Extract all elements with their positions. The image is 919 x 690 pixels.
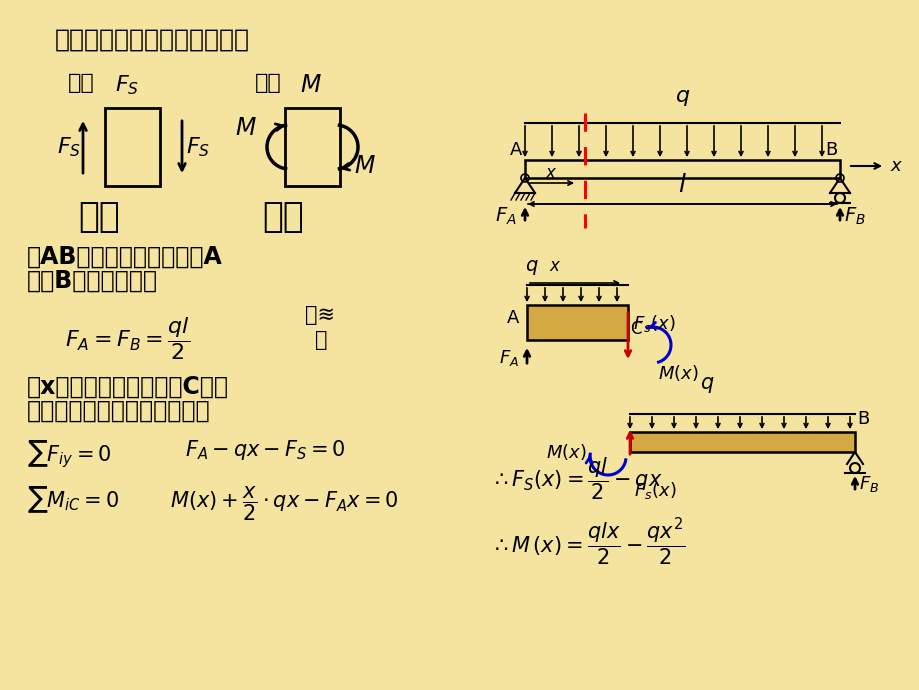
Text: $F_s(x)$: $F_s(x)$	[633, 480, 675, 501]
Text: $x$: $x$	[544, 164, 557, 182]
Text: （≋: （≋	[305, 305, 335, 325]
Text: $M(x) + \dfrac{x}{2} \cdot qx - F_A x = 0$: $M(x) + \dfrac{x}{2} \cdot qx - F_A x = …	[170, 484, 398, 522]
Bar	[630, 432, 854, 452]
Text: A: A	[506, 309, 518, 327]
Text: $M(x)$: $M(x)$	[657, 363, 698, 383]
Text: 剪力: 剪力	[68, 73, 95, 93]
Text: ）: ）	[314, 330, 327, 350]
Text: $F_B$: $F_B$	[843, 206, 865, 226]
Text: $F_A$: $F_A$	[494, 206, 516, 226]
Text: $F_A = F_B = \dfrac{ql}{2}$: $F_A = F_B = \dfrac{ql}{2}$	[65, 315, 190, 362]
Text: $F_s(x)$: $F_s(x)$	[632, 313, 675, 334]
Text: $F_B$: $F_B$	[858, 474, 879, 494]
Text: $x$: $x$	[889, 157, 902, 175]
Text: 处和B处的约束力：: 处和B处的约束力：	[27, 269, 158, 293]
Text: 梁横截面上的内力符号规定：: 梁横截面上的内力符号规定：	[55, 28, 250, 52]
Text: $l$: $l$	[677, 173, 686, 197]
Text: $M(x)$: $M(x)$	[545, 442, 586, 462]
Text: 面形心，取左半段为分离体：: 面形心，取左半段为分离体：	[27, 399, 210, 423]
Text: B: B	[824, 141, 836, 159]
Text: B: B	[857, 410, 868, 428]
Text: $F_S$: $F_S$	[186, 135, 210, 159]
Text: 以AB梁整体为对象，可求A: 以AB梁整体为对象，可求A	[27, 245, 222, 269]
Text: 为正: 为正	[262, 200, 303, 234]
Text: $q$: $q$	[699, 375, 714, 395]
Text: $\therefore F_S(x) = \dfrac{ql}{2} - qx$: $\therefore F_S(x) = \dfrac{ql}{2} - qx$	[490, 455, 662, 502]
Text: $M$: $M$	[300, 73, 322, 97]
Text: $F_S$: $F_S$	[57, 135, 81, 159]
Bar	[527, 305, 628, 340]
Text: $F_A$: $F_A$	[498, 348, 518, 368]
Bar	[285, 108, 340, 186]
Text: $x$: $x$	[549, 257, 561, 275]
Bar	[105, 108, 160, 186]
Text: 弯矩: 弯矩	[255, 73, 281, 93]
Text: $q$: $q$	[675, 88, 689, 108]
Text: A: A	[509, 141, 522, 159]
Text: $M$: $M$	[354, 154, 375, 178]
Text: $F_A - qx - F_S = 0$: $F_A - qx - F_S = 0$	[185, 438, 346, 462]
Text: $M$: $M$	[235, 116, 256, 140]
Text: 对x截面用截面法切开，C为截: 对x截面用截面法切开，C为截	[27, 375, 229, 399]
Text: $F_S$: $F_S$	[115, 73, 139, 97]
Bar	[525, 160, 839, 178]
Text: C: C	[630, 320, 641, 338]
Text: 为正: 为正	[78, 200, 119, 234]
Text: $q$: $q$	[525, 258, 538, 277]
Text: $\sum M_{iC} = 0$: $\sum M_{iC} = 0$	[27, 484, 119, 515]
Text: $\therefore M\,(x) = \dfrac{qlx}{2} - \dfrac{qx^2}{2}$: $\therefore M\,(x) = \dfrac{qlx}{2} - \d…	[490, 516, 685, 568]
Text: $\sum F_{iy} = 0$: $\sum F_{iy} = 0$	[27, 438, 111, 470]
